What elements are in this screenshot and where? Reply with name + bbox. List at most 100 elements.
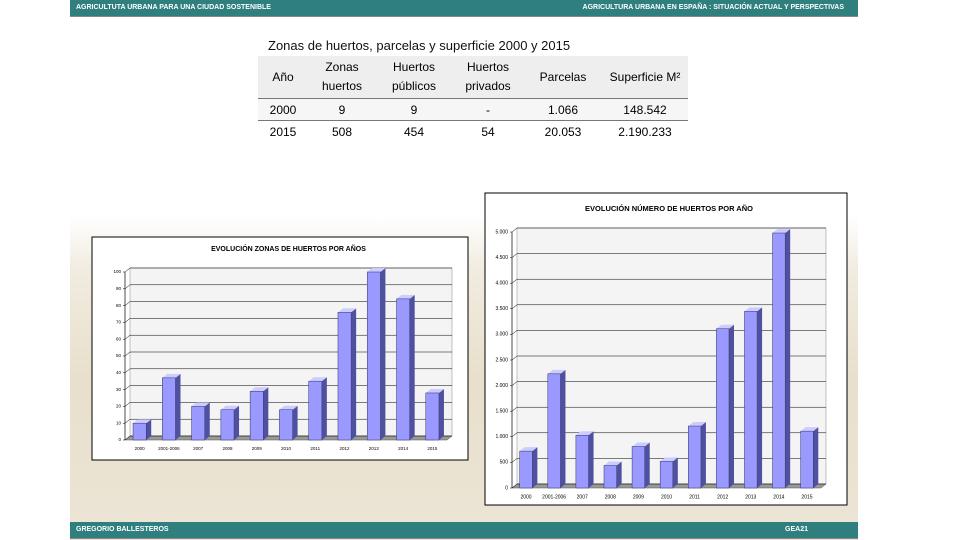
y-tick-label: 2.000 [495, 383, 508, 389]
table-cell: 9 [376, 98, 452, 121]
grid-line [511, 432, 518, 437]
x-tick-label: 2010 [281, 446, 292, 451]
x-tick-label: 2008 [605, 494, 616, 500]
grid-line [511, 355, 518, 361]
bar-top [425, 388, 444, 393]
y-tick-label: 1.500 [495, 409, 508, 415]
y-tick-label: 10 [116, 420, 122, 425]
bar [631, 446, 645, 489]
table-cell: 148.542 [602, 98, 688, 121]
bar-side [672, 457, 678, 488]
footer-bar: GREGORIO BALLESTEROS GEA21 [70, 522, 858, 539]
chart: EVOLUCIÓN NÚMERO DE HUERTOS POR AÑO 0 500 1… [484, 192, 848, 506]
bar [800, 430, 814, 489]
grid-line [511, 381, 518, 386]
table-cell: 1.066 [524, 98, 602, 121]
table-cell: 9 [308, 98, 376, 121]
x-tick-label: 2015 [427, 446, 438, 451]
grid-line [124, 419, 131, 424]
chart: EVOLUCIÓN ZONAS DE HUERTOS POR AÑOS 0 10 20… [91, 236, 469, 461]
x-tick-label: 2007 [193, 446, 204, 451]
x-tick-label: 2001-2006 [542, 494, 566, 500]
bar-top [279, 405, 298, 410]
bar-top [519, 447, 538, 452]
y-tick-label: 100 [113, 269, 121, 274]
bar-side [263, 387, 269, 440]
x-tick-label: 2015 [801, 494, 812, 500]
x-tick-label: 2011 [689, 494, 700, 500]
x-tick-label: 2009 [252, 446, 263, 451]
bar-side [321, 377, 327, 440]
x-tick-label: 2013 [745, 494, 756, 500]
bar [772, 232, 786, 489]
bar-top [367, 268, 386, 272]
y-tick-label: 4.000 [495, 281, 508, 287]
bar [547, 373, 561, 489]
x-tick-label: 2014 [773, 494, 784, 500]
header-left: AGRICULTUTA URBANA PARA UNA CIUDAD SOSTE… [76, 4, 271, 11]
bar-top [772, 229, 791, 234]
grid-line [124, 318, 131, 323]
bar [308, 380, 323, 441]
table-row: 2015 508 454 54 20.053 2.190.233 [258, 120, 688, 142]
bar-side [644, 442, 650, 488]
x-tick-label: 2013 [369, 446, 380, 451]
y-tick-label: 60 [116, 336, 122, 341]
bar-side [204, 402, 210, 440]
grid-line [124, 301, 131, 306]
grid-line [511, 458, 518, 463]
grid-line [511, 330, 518, 335]
y-tick-label: 5.000 [495, 229, 508, 235]
bar-side [380, 268, 386, 440]
grid-line [124, 267, 131, 273]
y-tick-label: 2.500 [495, 357, 508, 363]
bar-side [175, 373, 181, 440]
bar-side [438, 388, 444, 440]
y-tick-label: 0 [118, 437, 121, 442]
bar-side [146, 419, 152, 440]
bar [337, 312, 352, 441]
bar-top [547, 369, 566, 374]
bar [519, 450, 533, 489]
bar-top [191, 402, 210, 407]
header-bar: AGRICULTUTA URBANA PARA UNA CIUDAD SOSTE… [70, 0, 858, 17]
y-tick-label: 50 [116, 353, 122, 358]
grid-line [511, 227, 518, 233]
bar-side [700, 422, 706, 488]
bar-top [800, 427, 819, 432]
bar [220, 409, 235, 441]
y-tick-label: 90 [116, 286, 122, 291]
column-header: Superficie M² [602, 56, 688, 99]
column-header: Año [258, 56, 308, 99]
grid-line [124, 385, 131, 390]
grid-line [511, 483, 518, 489]
bar-side [560, 369, 566, 488]
bar-side [785, 229, 791, 489]
x-tick-label: 2001-2006 [158, 446, 180, 451]
table-cell: 454 [376, 120, 452, 142]
grid-line [124, 435, 131, 441]
table-title: Zonas de huertos, parcelas y superficie … [268, 38, 571, 53]
bar-top [133, 419, 152, 424]
table-cell: 54 [452, 120, 524, 142]
y-tick-label: 20 [116, 404, 122, 409]
y-tick-label: 4.500 [495, 255, 508, 261]
bar-top [162, 373, 181, 378]
x-tick-label: 2000 [135, 446, 146, 451]
x-tick-label: 2007 [577, 494, 588, 500]
table-cell: 2015 [258, 120, 308, 142]
header-right: AGRICULTURA URBANA EN ESPAÑA : SITUACIÓN… [582, 4, 844, 11]
bar [366, 271, 381, 441]
column-header: Parcelas [524, 56, 602, 99]
bar-top [396, 294, 415, 299]
bar-top [744, 307, 763, 312]
footer-left: GREGORIO BALLESTEROS [76, 526, 169, 533]
x-tick-label: 2012 [340, 446, 351, 451]
table-row: 2000 9 9-1.066 148.542 [258, 98, 688, 121]
x-tick-label: 2012 [717, 494, 728, 500]
chart-title: EVOLUCIÓN NÚMERO DE HUERTOS POR AÑO [585, 204, 753, 213]
bar-side [729, 324, 735, 488]
y-tick-label: 500 [500, 460, 509, 466]
x-tick-label: 2011 [310, 446, 320, 451]
